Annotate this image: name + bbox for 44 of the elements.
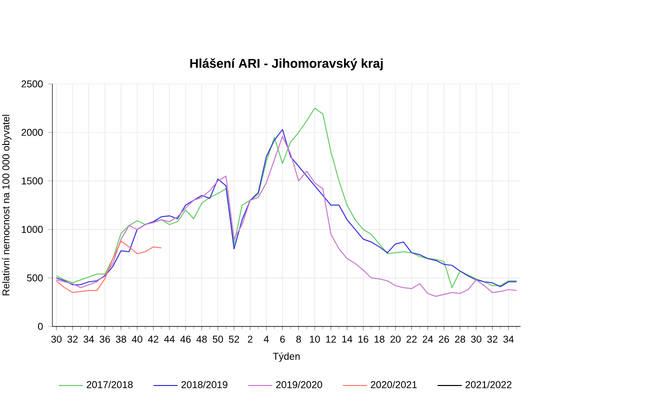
x-tick-label: 16 (358, 336, 368, 343)
x-tick-label: 38 (116, 336, 126, 343)
legend-label: 2017/2018 (86, 380, 133, 388)
x-tick-label: 30 (471, 336, 482, 343)
x-tick-label: 8 (296, 336, 301, 343)
x-tick-label: 24 (422, 336, 433, 343)
y-tick-label: 1000 (22, 226, 43, 233)
x-tick-label: 18 (374, 336, 384, 343)
x-tick-label: 10 (310, 336, 320, 343)
x-tick-label: 6 (280, 336, 285, 343)
y-axis-title: Relativní nemocnost na 100 000 obyvatel (2, 114, 12, 296)
y-tick-label: 2500 (22, 80, 43, 88)
legend-label: 2020/2021 (370, 380, 417, 388)
y-tick-label: 2000 (22, 128, 43, 136)
x-tick-label: 2 (248, 336, 252, 343)
x-tick-label: 14 (342, 336, 352, 342)
x-tick-label: 36 (100, 336, 110, 343)
x-tick-label: 50 (212, 336, 224, 343)
y-tick-label: 0 (38, 322, 43, 330)
x-tick-label: 30 (51, 336, 62, 343)
legend-label: 2019/2020 (276, 380, 322, 388)
x-tick-label: 34 (503, 336, 514, 343)
x-tick-label: 32 (67, 336, 78, 343)
y-tick-label: 1500 (22, 177, 43, 184)
legend-label: 2018/2019 (181, 380, 228, 388)
x-tick-label: 44 (164, 336, 175, 342)
x-tick-label: 12 (326, 336, 336, 343)
chart-title: Hlášení ARI - Jihomoravský kraj (190, 58, 383, 70)
legend-label: 2021/2022 (466, 380, 512, 388)
x-tick-label: 4 (264, 336, 269, 342)
x-tick-label: 34 (84, 336, 94, 343)
x-tick-label: 42 (148, 336, 158, 343)
x-tick-label: 20 (390, 336, 401, 343)
line-series (56, 240, 162, 293)
x-tick-label: 52 (228, 336, 240, 343)
x-tick-label: 32 (487, 336, 498, 343)
x-tick-label: 22 (406, 336, 417, 343)
x-tick-label: 46 (180, 336, 191, 343)
x-tick-label: 28 (455, 336, 466, 343)
x-axis-title: Týden (272, 352, 300, 362)
x-tick-label: 40 (132, 336, 142, 343)
x-tick-label: 26 (438, 336, 449, 343)
x-tick-label: 48 (196, 336, 207, 343)
y-tick-label: 500 (27, 274, 43, 282)
